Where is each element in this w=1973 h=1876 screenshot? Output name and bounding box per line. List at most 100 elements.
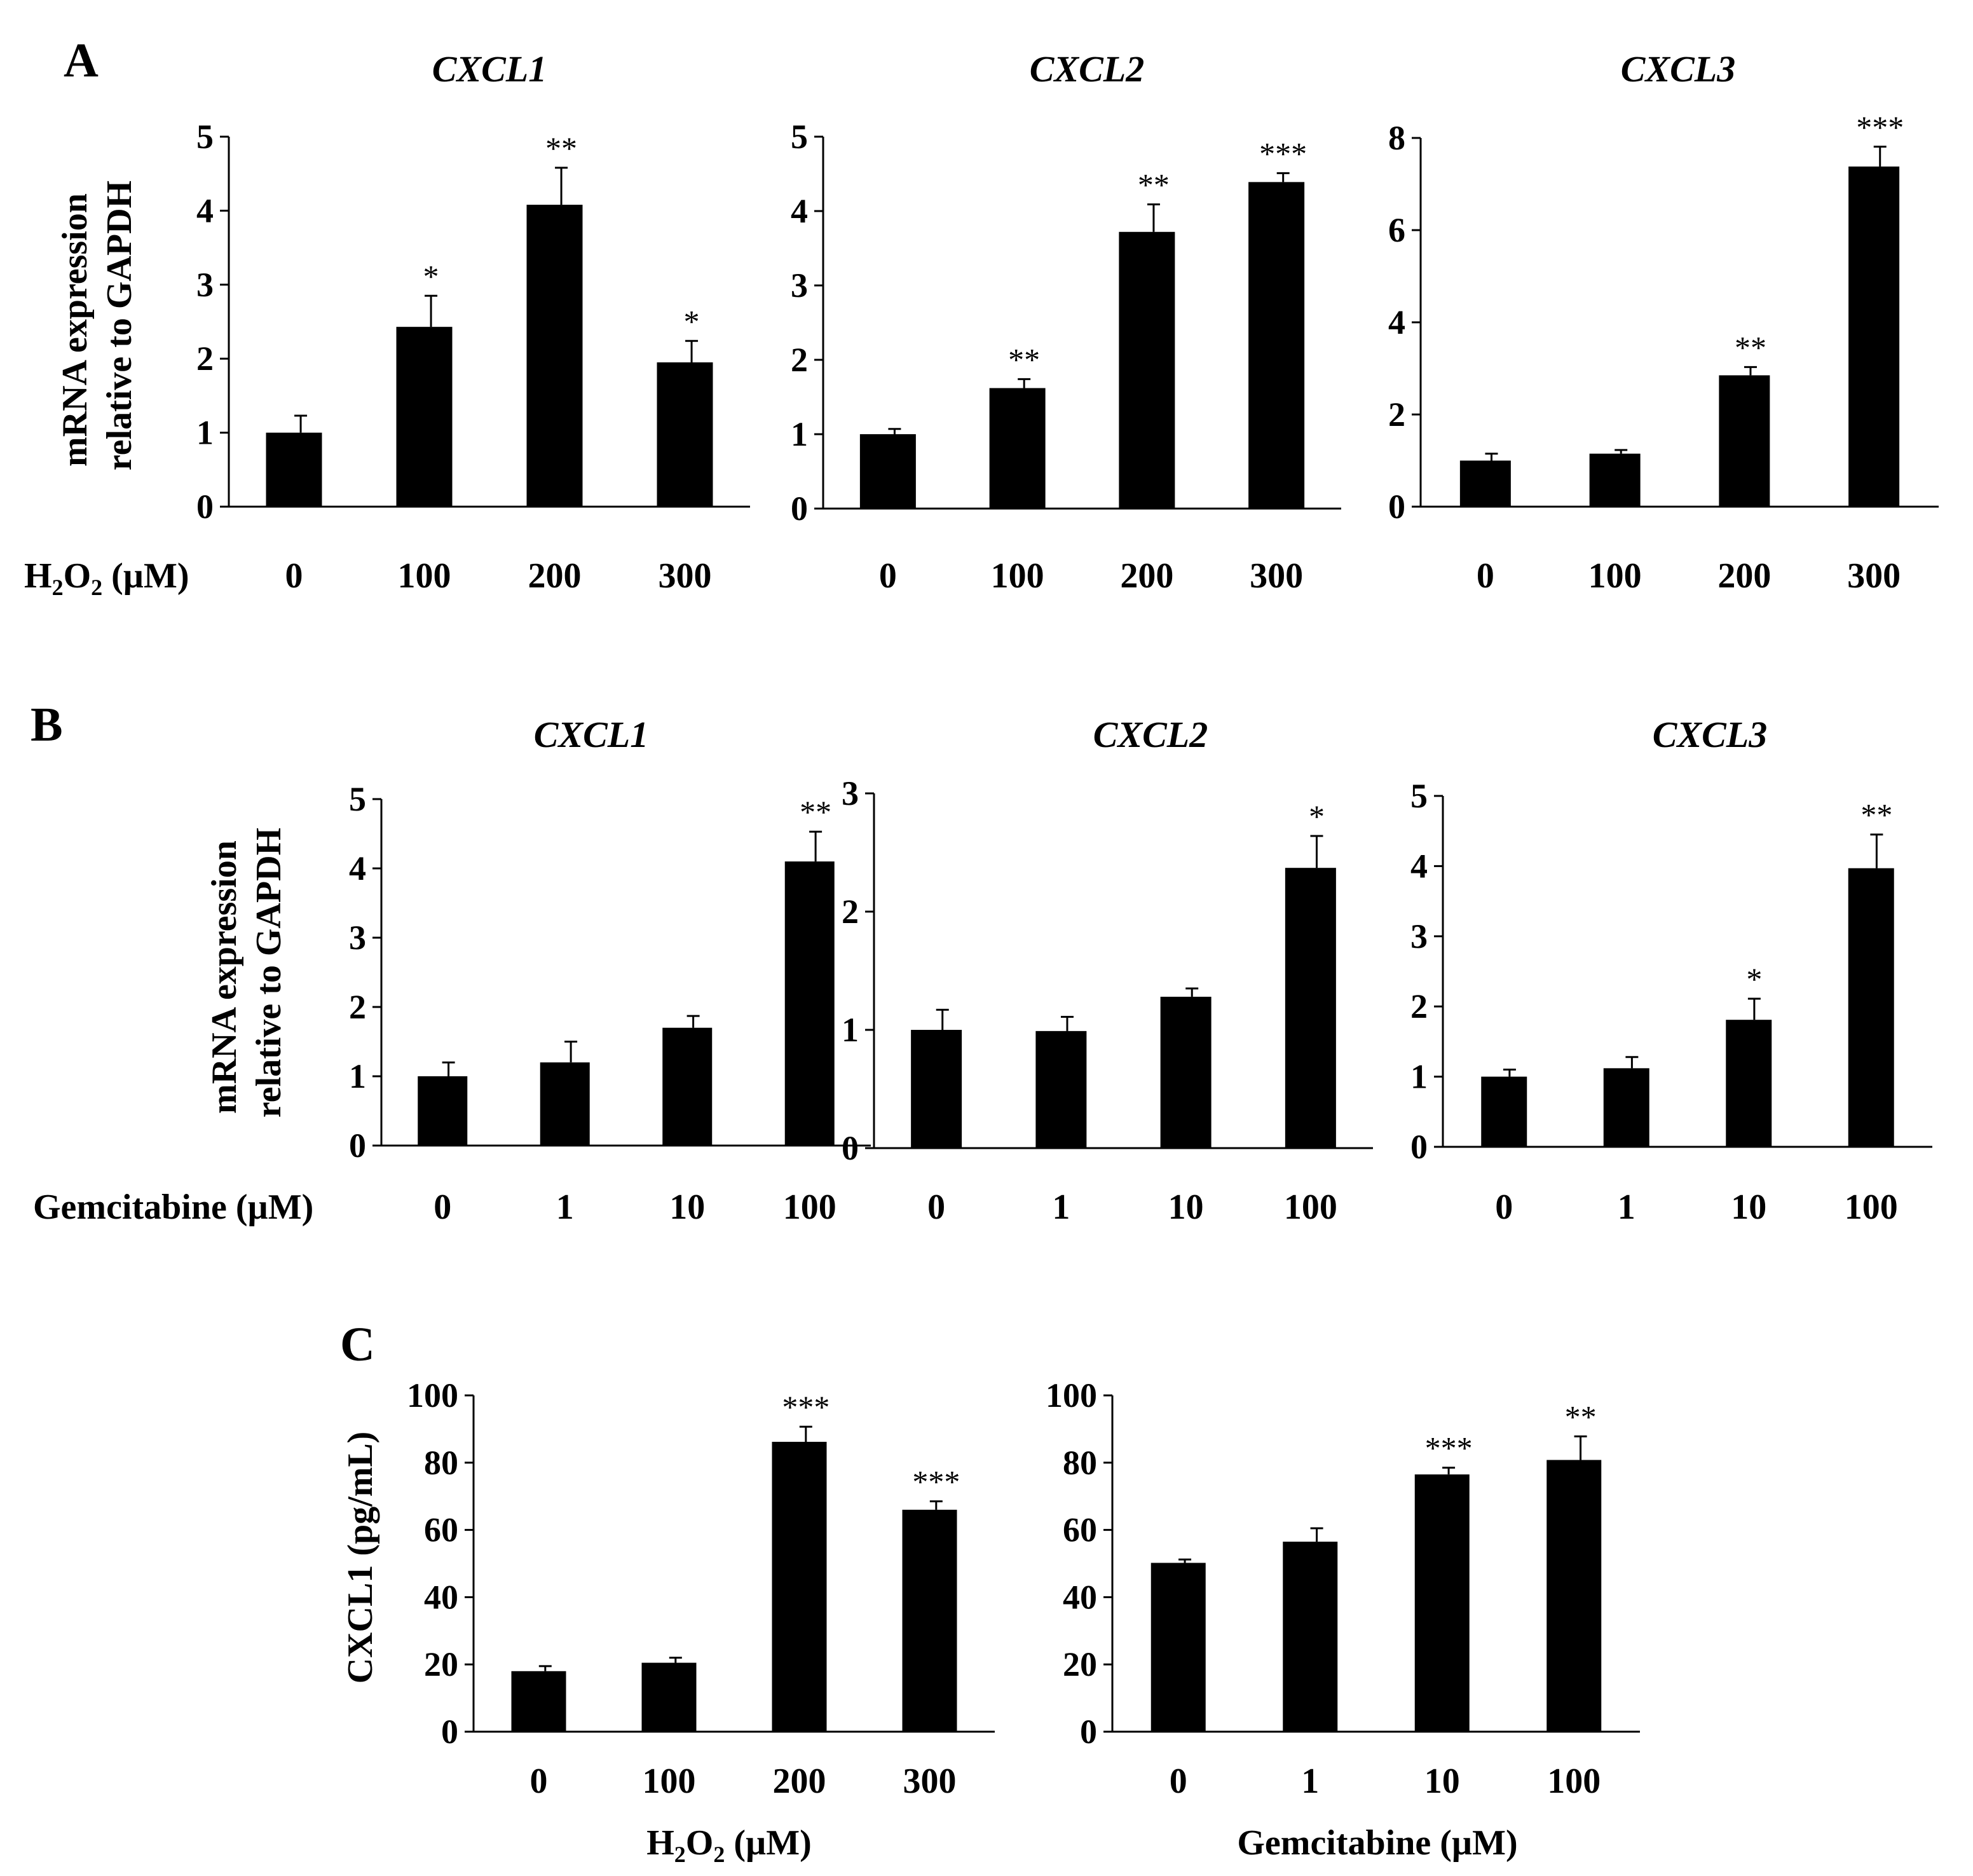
row-a-ylabel-line1: mRNA expression [55, 193, 95, 467]
c1-xlabel-sub2: 2 [713, 1842, 725, 1867]
row-a-ylabel-line2: relative to GAPDH [100, 181, 139, 470]
chart-a2-significance: ** [1008, 341, 1040, 377]
chart-a3-category-label: 200 [1717, 556, 1771, 596]
chart-a3-ytick-label: 6 [1388, 211, 1405, 249]
chart-c2-ytick-label: 20 [1063, 1645, 1097, 1683]
chart-b2-category-label: 10 [1168, 1188, 1204, 1227]
chart-a1-bar [526, 205, 583, 507]
chart-a2-category-label: 100 [991, 556, 1044, 596]
chart-b1-category-label: 10 [669, 1188, 705, 1227]
chart-a1-title: CXCL1 [432, 48, 547, 90]
chart-a2-category-label: 300 [1250, 556, 1303, 596]
chart-b2-significance: * [1309, 798, 1325, 834]
row-a-xlabel-sub2: 2 [91, 575, 102, 600]
chart-a1-category-label: 200 [528, 556, 582, 596]
chart-a3-bar [1719, 375, 1770, 507]
chart-b1-bar [784, 861, 835, 1146]
chart-b2-category-label: 100 [1284, 1188, 1337, 1227]
row-c-ylabel: CXCL1 (pg/mL) [341, 1432, 380, 1684]
chart-a3-ytick-label: 8 [1388, 119, 1405, 157]
row-b-ylabel-line2: relative to GAPDH [249, 828, 289, 1118]
chart-a1-bar [657, 362, 713, 507]
chart-b1-significance: ** [800, 794, 831, 830]
chart-a1-category-label: 100 [398, 556, 451, 596]
chart-a3-bar [1848, 166, 1900, 507]
row-b-xlabel: Gemcitabine (µM) [33, 1188, 313, 1227]
chart-a3-bar [1589, 453, 1641, 507]
panel-label-c: C [340, 1318, 375, 1371]
chart-c2-ytick-label: 0 [1080, 1713, 1097, 1751]
chart-b3-category-label: 100 [1845, 1188, 1898, 1227]
chart-b3-significance: ** [1860, 797, 1892, 833]
chart-a1-ytick-label: 5 [196, 118, 214, 156]
chart-c1: 0 20 40 60 80 100 0 100 *** 200 *** 300 [407, 1376, 995, 1801]
chart-a2-ytick-label: 3 [791, 266, 808, 305]
chart-a1-significance: * [684, 303, 700, 339]
chart-c1-bar [641, 1662, 697, 1732]
chart-a1-category-label: 0 [285, 556, 303, 596]
chart-b1-bar [418, 1076, 468, 1146]
chart-c1-ytick-label: 80 [424, 1444, 458, 1482]
chart-a3-category-label: 300 [1847, 556, 1901, 596]
chart-b2-bar [1285, 868, 1336, 1148]
chart-b2-bar [911, 1030, 962, 1148]
chart-c1-bar [772, 1442, 827, 1732]
chart-c1-category-label: 300 [903, 1762, 957, 1801]
chart-c1-bar [902, 1509, 957, 1732]
chart-c2-ytick-label: 40 [1063, 1578, 1097, 1616]
c1-xlabel: H2O2 (µM) [646, 1823, 812, 1867]
chart-c1-ytick-label: 100 [407, 1376, 458, 1414]
chart-b2-category-label: 0 [927, 1188, 945, 1227]
chart-b3-ytick-label: 5 [1410, 777, 1428, 815]
chart-c2-category-label: 1 [1301, 1762, 1319, 1801]
chart-c2-ytick-label: 80 [1063, 1444, 1097, 1482]
chart-b3-ytick-label: 1 [1410, 1058, 1428, 1096]
chart-a2-ytick-label: 1 [791, 415, 808, 453]
chart-b1-ytick-label: 4 [349, 849, 366, 887]
chart-c1-category-label: 0 [530, 1762, 548, 1801]
chart-a1-ytick-label: 3 [196, 266, 214, 304]
chart-a3-ytick-label: 0 [1388, 488, 1405, 526]
chart-a1-bar [266, 432, 322, 507]
chart-b3-bar [1726, 1020, 1772, 1147]
chart-c2-ytick-label: 100 [1046, 1376, 1097, 1414]
panel-label-b: B [31, 698, 63, 751]
c1-xlabel-sub1: 2 [674, 1842, 686, 1867]
chart-c1-bar [511, 1671, 566, 1732]
chart-b1-title: CXCL1 [534, 714, 649, 755]
row-a-xlabel-h: H [24, 556, 52, 596]
chart-c1-ytick-label: 60 [424, 1511, 458, 1549]
chart-a2-significance: *** [1259, 135, 1307, 171]
chart-a1-ytick-label: 0 [196, 488, 214, 526]
chart-c2-bar [1283, 1542, 1338, 1732]
chart-a2-ytick-label: 5 [791, 118, 808, 156]
row-a-ylabel: mRNA expression relative to GAPDH [55, 181, 139, 470]
chart-c2-significance: *** [1425, 1430, 1473, 1466]
chart-b2-bar [1160, 996, 1212, 1148]
chart-a2-ytick-label: 4 [791, 192, 808, 230]
chart-b3-category-label: 1 [1618, 1188, 1635, 1227]
charts-group: CXCL10123450*100**200*300CXCL20123450**1… [196, 48, 1939, 1801]
row-b-ylabel: mRNA expression relative to GAPDH [205, 828, 289, 1118]
chart-a2-bar [989, 388, 1046, 509]
chart-a2-title: CXCL2 [1030, 48, 1145, 90]
chart-b3-ytick-label: 4 [1410, 847, 1428, 885]
c2-xlabel: Gemcitabine (µM) [1237, 1823, 1517, 1863]
chart-c1-significance: *** [912, 1464, 960, 1500]
chart-a2-category-label: 0 [879, 556, 897, 596]
chart-c2-bar [1546, 1460, 1602, 1732]
row-b-ylabel-line1: mRNA expression [205, 840, 244, 1114]
chart-b3-ytick-label: 2 [1410, 987, 1428, 1025]
chart-a2-bar [1119, 231, 1175, 509]
chart-b3: CXCL3 0 1 2 3 4 5 0 1 * 10 ** 100 [1410, 714, 1932, 1227]
chart-c1-significance: *** [782, 1389, 829, 1425]
row-a-xlabel-unit: (µM) [102, 556, 189, 596]
c1-xlabel-h: H [646, 1823, 674, 1863]
chart-a2: CXCL2 0 1 2 3 4 5 0 ** 100 ** 200 *** 300 [791, 48, 1341, 596]
chart-c2-significance: ** [1565, 1399, 1597, 1435]
chart-a1-category-label: 300 [659, 556, 712, 596]
chart-b1-ytick-label: 2 [349, 988, 366, 1026]
chart-a2-category-label: 200 [1120, 556, 1173, 596]
chart-c2-category-label: 100 [1547, 1762, 1601, 1801]
